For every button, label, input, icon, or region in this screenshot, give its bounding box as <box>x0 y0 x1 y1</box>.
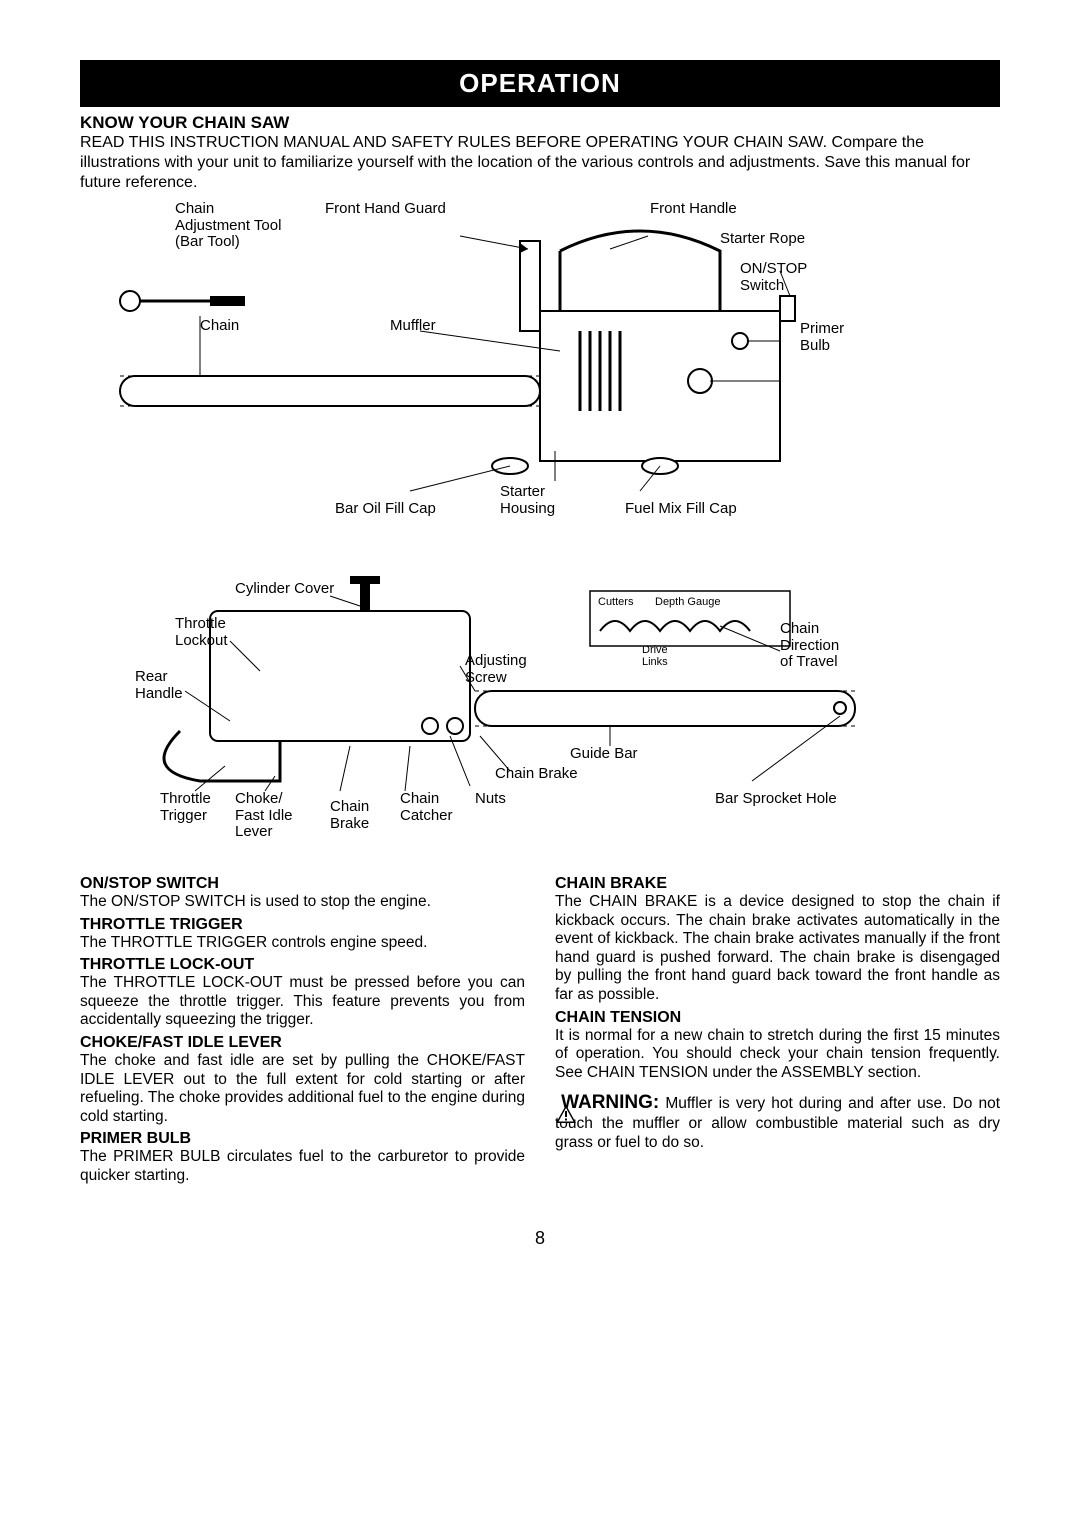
label-starter-housing: Starter Housing <box>500 484 555 517</box>
choke-text: The choke and fast idle are set by pulli… <box>80 1052 525 1126</box>
label-primer: Primer Bulb <box>800 321 844 354</box>
onstop-text: The ON/STOP SWITCH is used to stop the e… <box>80 893 525 912</box>
chain-brake-heading: CHAIN BRAKE <box>555 875 1000 893</box>
label-adjusting-screw: Adjusting Screw <box>465 653 527 686</box>
label-fuel-mix: Fuel Mix Fill Cap <box>625 501 737 518</box>
label-guide-bar: Guide Bar <box>570 746 638 763</box>
left-column: ON/STOP SWITCH The ON/STOP SWITCH is use… <box>80 871 525 1188</box>
page-number: 8 <box>80 1228 1000 1249</box>
chainsaw-diagram: Chain Adjustment Tool (Bar Tool) Front H… <box>80 201 1000 861</box>
label-onstop: ON/STOP Switch <box>740 261 807 294</box>
intro-text: READ THIS INSTRUCTION MANUAL AND SAFETY … <box>80 133 1000 193</box>
label-front-handle: Front Handle <box>650 201 737 218</box>
throttle-lockout-text: The THROTTLE LOCK-OUT must be pressed be… <box>80 974 525 1030</box>
label-chain-adj: Chain Adjustment Tool (Bar Tool) <box>175 201 281 251</box>
label-chain-direction: Chain Direction of Travel <box>780 621 839 671</box>
chain-tension-heading: CHAIN TENSION <box>555 1009 1000 1027</box>
throttle-lockout-heading: THROTTLE LOCK-OUT <box>80 956 525 974</box>
warning-block: WARNING: Muffler is very hot during and … <box>555 1092 1000 1152</box>
throttle-trigger-text: The THROTTLE TRIGGER controls engine spe… <box>80 934 525 953</box>
label-throttle-trigger: Throttle Trigger <box>160 791 211 824</box>
section-title: OPERATION <box>80 60 1000 107</box>
label-depth-gauge: Depth Gauge <box>655 596 720 608</box>
text-columns: ON/STOP SWITCH The ON/STOP SWITCH is use… <box>80 871 1000 1188</box>
label-rear-handle: Rear Handle <box>135 669 183 702</box>
primer-heading: PRIMER BULB <box>80 1130 525 1148</box>
label-bar-oil: Bar Oil Fill Cap <box>335 501 436 518</box>
know-heading: KNOW YOUR CHAIN SAW <box>80 113 1000 133</box>
label-throttle-lockout: Throttle Lockout <box>175 616 228 649</box>
onstop-heading: ON/STOP SWITCH <box>80 875 525 893</box>
label-muffler: Muffler <box>390 318 436 335</box>
label-drive-links: Drive Links <box>642 644 668 668</box>
label-chain-brake-bot: Chain Brake <box>330 799 369 832</box>
label-starter-rope: Starter Rope <box>720 231 805 248</box>
primer-text: The PRIMER BULB circulates fuel to the c… <box>80 1148 525 1185</box>
right-column: CHAIN BRAKE The CHAIN BRAKE is a device … <box>555 871 1000 1188</box>
chain-tension-text: It is normal for a new chain to stretch … <box>555 1027 1000 1083</box>
label-chain-catcher: Chain Catcher <box>400 791 453 824</box>
throttle-trigger-heading: THROTTLE TRIGGER <box>80 916 525 934</box>
chain-brake-text: The CHAIN BRAKE is a device designed to … <box>555 893 1000 1005</box>
label-cylinder-cover: Cylinder Cover <box>235 581 334 598</box>
label-chain: Chain <box>200 318 239 335</box>
choke-heading: CHOKE/FAST IDLE LEVER <box>80 1034 525 1052</box>
label-chain-brake: Chain Brake <box>495 766 578 783</box>
label-cutters: Cutters <box>598 596 633 608</box>
label-bar-sprocket: Bar Sprocket Hole <box>715 791 837 808</box>
label-front-guard: Front Hand Guard <box>325 201 446 218</box>
label-nuts: Nuts <box>475 791 506 808</box>
label-choke: Choke/ Fast Idle Lever <box>235 791 293 841</box>
